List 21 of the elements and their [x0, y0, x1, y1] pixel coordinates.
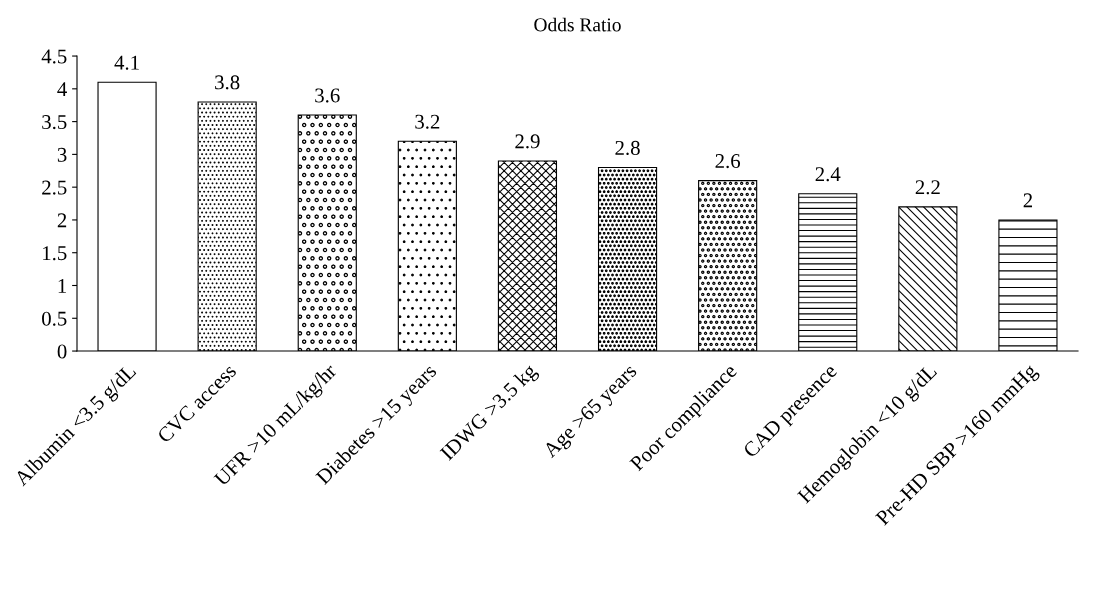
- data-label: 3.6: [315, 88, 340, 103]
- y-tick-label: 2.5: [42, 180, 67, 195]
- chart-title: Odds Ratio: [534, 17, 621, 32]
- data-label: 4.1: [114, 55, 139, 70]
- y-tick-label: 1: [58, 278, 67, 293]
- data-label: 2.9: [515, 134, 540, 149]
- data-label: 2.2: [915, 180, 940, 195]
- data-label: 3.8: [215, 75, 240, 90]
- y-tick-label: 4: [57, 82, 67, 97]
- data-label: 2: [1023, 193, 1033, 208]
- data-label: 2.6: [715, 154, 741, 169]
- y-tick-label: 0.5: [42, 311, 67, 326]
- y-tick-label: 3: [57, 147, 67, 162]
- y-tick-label: 4.5: [41, 49, 67, 64]
- y-tick-label: 2: [57, 213, 67, 228]
- y-tick-label: 3.5: [42, 115, 67, 130]
- data-label: 3.2: [415, 114, 440, 129]
- y-tick-label: 1.5: [43, 246, 67, 261]
- y-tick-label: 0: [57, 344, 67, 359]
- data-label: 2.8: [615, 140, 640, 156]
- data-label: 2.4: [815, 167, 841, 182]
